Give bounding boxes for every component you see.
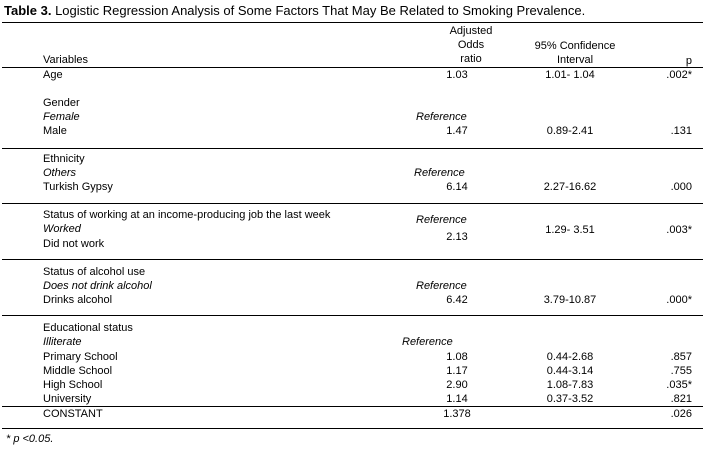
rule-education (2, 406, 703, 407)
alcohol-drinks-label: Drinks alcohol (43, 294, 113, 306)
age-p: .002* (666, 69, 692, 81)
alcohol-ci: 3.79-10.87 (543, 294, 597, 306)
table-number: Table 3. (4, 3, 52, 18)
age-label: Age (43, 69, 63, 81)
age-aor: 1.03 (446, 69, 468, 81)
header-aor-line2: Odds (457, 39, 485, 51)
header-p: p (685, 55, 692, 67)
constant-p: .026 (670, 408, 692, 420)
working-p: .003* (666, 224, 692, 236)
education-primary-label: Primary School (43, 351, 118, 363)
education-reference: Reference (402, 336, 453, 348)
education-high-ci: 1.08-7.83 (546, 379, 594, 391)
header-variables: Variables (43, 54, 89, 66)
rule-gender (2, 148, 703, 149)
education-university-ci: 0.37-3.52 (546, 393, 594, 405)
table-caption: Logistic Regression Analysis of Some Fac… (51, 3, 586, 18)
gender-heading: Gender (43, 97, 80, 109)
ethnicity-ci: 2.27-16.62 (543, 181, 597, 193)
alcohol-ref-label: Does not drink alcohol (43, 280, 152, 292)
gender-ref-label: Female (43, 111, 80, 123)
rule-ethnicity (2, 203, 703, 204)
header-aor-line1: Adjusted (449, 25, 493, 37)
education-university-aor: 1.14 (446, 393, 468, 405)
education-high-label: High School (43, 379, 103, 391)
gender-male-label: Male (43, 125, 67, 137)
education-primary-p: .857 (670, 351, 692, 363)
constant-label: CONSTANT (43, 408, 103, 420)
education-ref-label: Illiterate (43, 336, 82, 348)
education-high-aor: 2.90 (446, 379, 468, 391)
age-ci: 1.01- 1.04 (545, 69, 595, 81)
header-ci-line1: 95% Confidence (534, 40, 616, 52)
rule-alcohol (2, 315, 703, 316)
education-middle-p: .755 (670, 365, 692, 377)
header-aor-line3: ratio (460, 53, 482, 65)
constant-aor: 1.378 (443, 408, 471, 420)
alcohol-heading: Status of alcohol use (43, 266, 146, 278)
gender-aor: 1.47 (446, 125, 468, 137)
ethnicity-p: .000 (670, 181, 692, 193)
working-reference: Reference (416, 214, 467, 226)
footnote: * p <0.05. (6, 433, 54, 445)
gender-ci: 0.89-2.41 (546, 125, 594, 137)
header-ci-line2: Interval (556, 54, 594, 66)
header-rule (2, 67, 703, 68)
working-ref-label: Worked (43, 223, 81, 235)
bottom-rule (2, 428, 703, 429)
ethnicity-gypsy-label: Turkish Gypsy (43, 181, 113, 193)
working-notwork-label: Did not work (43, 238, 105, 250)
ethnicity-aor: 6.14 (446, 181, 468, 193)
gender-p: .131 (670, 125, 692, 137)
working-aor: 2.13 (446, 231, 468, 243)
working-heading: Status of working at an income-producing… (43, 209, 331, 221)
education-middle-label: Middle School (43, 365, 113, 377)
education-primary-ci: 0.44-2.68 (546, 351, 594, 363)
education-high-p: .035* (666, 379, 692, 391)
education-middle-aor: 1.17 (446, 365, 468, 377)
gender-reference: Reference (416, 111, 467, 123)
alcohol-p: .000* (666, 294, 692, 306)
rule-working (2, 259, 703, 260)
ethnicity-heading: Ethnicity (43, 153, 85, 165)
education-heading: Educational status (43, 322, 133, 334)
education-university-p: .821 (670, 393, 692, 405)
ethnicity-ref-label: Others (43, 167, 77, 179)
alcohol-aor: 6.42 (446, 294, 468, 306)
table-title: Table 3. Logistic Regression Analysis of… (4, 3, 585, 18)
top-rule (2, 22, 703, 23)
education-primary-aor: 1.08 (446, 351, 468, 363)
working-ci: 1.29- 3.51 (545, 224, 595, 236)
education-middle-ci: 0.44-3.14 (546, 365, 594, 377)
education-university-label: University (43, 393, 92, 405)
alcohol-reference: Reference (416, 280, 467, 292)
ethnicity-reference: Reference (414, 167, 465, 179)
